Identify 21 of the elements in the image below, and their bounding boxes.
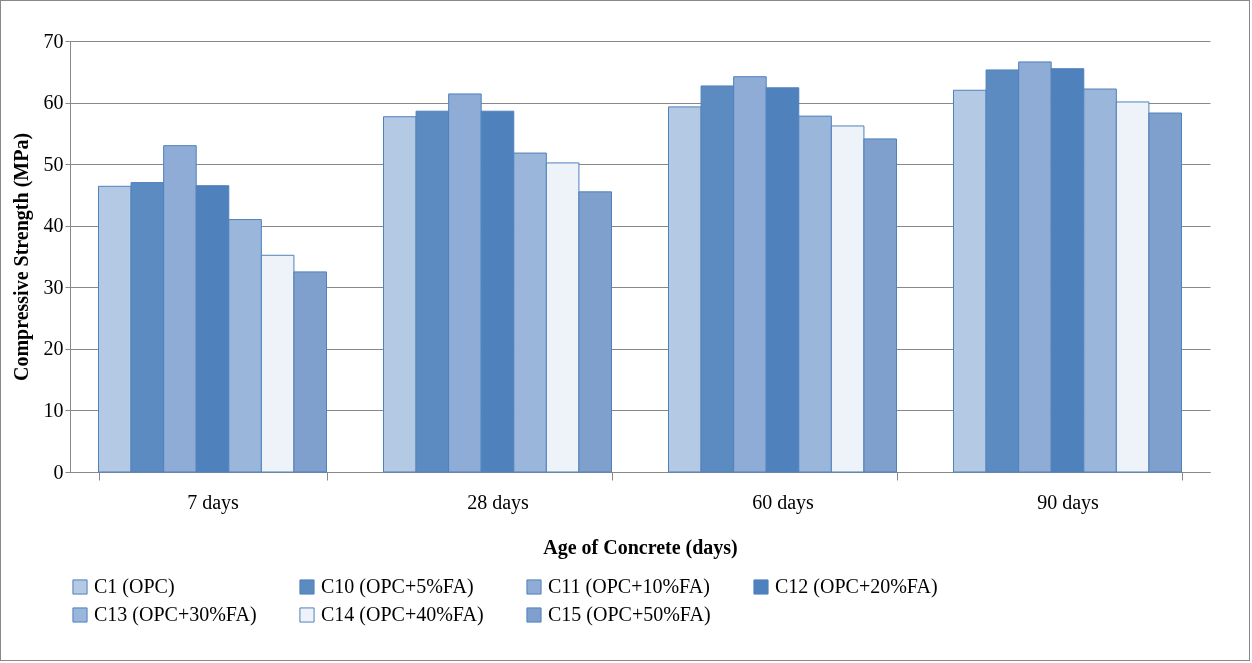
- x-tick-label: 60 days: [752, 490, 815, 514]
- legend-label: C13 (OPC+30%FA): [94, 603, 257, 626]
- y-tick-label: 20: [43, 337, 64, 360]
- x-tick-label: 7 days: [187, 490, 240, 514]
- legend-label: C15 (OPC+50%FA): [548, 603, 711, 626]
- legend-label: C10 (OPC+5%FA): [321, 575, 474, 598]
- x-axis-title: Age of Concrete (days): [543, 535, 738, 559]
- y-tick-label: 70: [43, 29, 64, 52]
- legend-label: C11 (OPC+10%FA): [548, 575, 710, 598]
- legend-label: C14 (OPC+40%FA): [321, 603, 484, 626]
- y-axis-title: Compressive Strength (MPa): [9, 132, 33, 382]
- y-tick-label: 0: [53, 460, 64, 483]
- legend-label: C1 (OPC): [94, 575, 175, 598]
- legend-label: C12 (OPC+20%FA): [775, 575, 938, 598]
- x-tick-label: 90 days: [1037, 490, 1100, 514]
- y-tick-label: 60: [43, 91, 64, 114]
- y-tick-label: 40: [43, 214, 64, 237]
- y-tick-label: 10: [43, 398, 64, 421]
- x-tick-label: 28 days: [467, 490, 530, 514]
- y-tick-label: 50: [43, 152, 64, 175]
- y-tick-label: 30: [43, 275, 64, 298]
